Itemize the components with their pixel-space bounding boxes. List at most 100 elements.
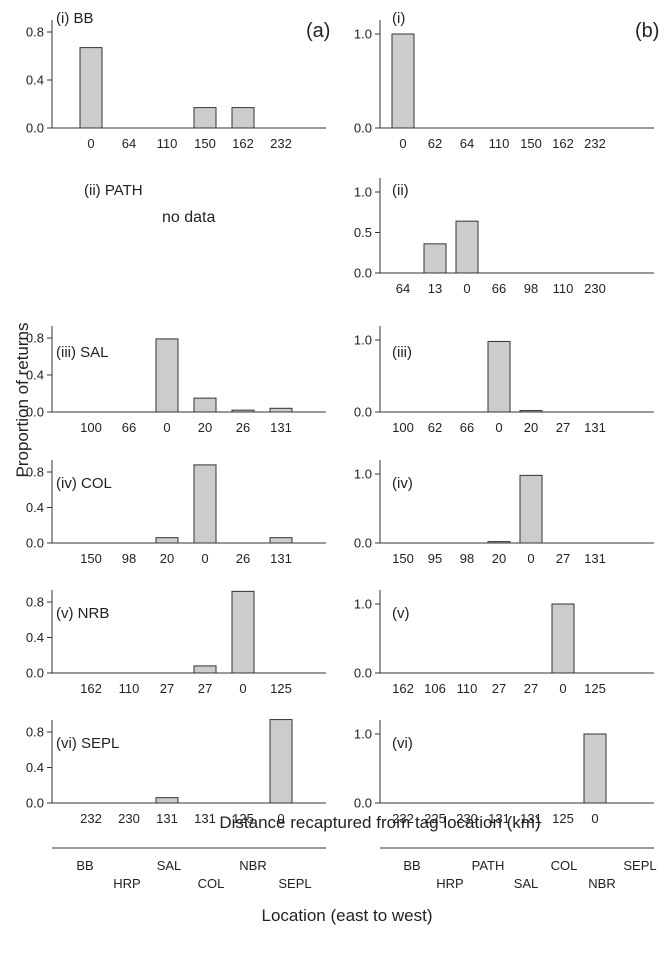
x-tick-label: 162 [392,681,414,696]
x-tick-label: 20 [524,420,538,435]
panel-title: (iv) COL [56,475,112,492]
x-tick-label: 27 [556,551,570,566]
location-label: SAL [157,858,182,873]
x-tick-label: 230 [584,281,606,296]
x-tick-label: 100 [80,420,102,435]
chart-panel-b-1: (i) 0.0 1.0 0 62 64 110 150 162 232 [354,10,654,151]
chart-panel-a-4: (iv) COL 0.0 0.4 0.8 150 98 20 0 26 131 [26,460,326,566]
x-tick-label: 0 [163,420,170,435]
panel-label-a: (a) [306,20,330,42]
x-tick-label: 232 [584,136,606,151]
panel-title: (iii) [392,344,412,361]
x-tick-label: 232 [392,811,414,826]
location-label: COL [551,858,578,873]
x-tick-label: 162 [232,136,254,151]
y-tick-label: 0.4 [26,760,44,775]
location-label: COL [198,876,225,891]
x-tick-label: 150 [194,136,216,151]
x-tick-label: 26 [236,420,250,435]
y-tick-label: 0.0 [354,796,372,811]
bar [487,340,511,413]
chart-panel-a-5: (v) NRB 0.0 0.4 0.8 162 110 27 27 0 125 [26,590,326,696]
y-tick-label: 0.0 [354,266,372,281]
chart-panel-b-4: (iv) 0.0 1.0 150 95 98 20 0 27 131 [354,460,654,566]
x-tick-label: 13 [428,281,442,296]
x-tick-label: 131 [156,811,178,826]
bar [519,410,543,413]
y-tick-label: 0.8 [26,595,44,610]
panel-title: (vi) [392,735,413,752]
x-tick-label: 225 [424,811,446,826]
y-tick-label: 0.8 [26,725,44,740]
y-tick-label: 1.0 [354,27,372,42]
chart-panel-a-6: (vi) SEPL 0.0 0.4 0.8 232 230 131 131 125 0 [26,719,326,826]
x-tick-label: 27 [198,681,212,696]
panel-title: (v) [392,605,410,622]
y-tick-label: 0.0 [26,405,44,420]
y-tick-label: 0.4 [26,630,44,645]
x-tick-label: 232 [270,136,292,151]
x-tick-label: 64 [396,281,410,296]
chart-panel-a-1: (i) BB 0.0 0.4 0.8 0 64 110 150 162 232 [26,10,326,151]
bar [551,603,575,674]
location-label: HRP [113,876,140,891]
location-label: SEPL [278,876,311,891]
x-tick-label: 0 [201,551,208,566]
x-tick-label: 131 [194,811,216,826]
location-axis-title: Location (east to west) [261,906,432,925]
bar [155,338,179,413]
x-tick-label: 64 [122,136,136,151]
panel-title: (vi) SEPL [56,735,119,752]
panel-title: (v) NRB [56,605,109,622]
x-tick-label: 125 [232,811,254,826]
x-tick-label: 26 [236,551,250,566]
panel-title: (iii) SAL [56,344,109,361]
x-tick-label: 62 [428,136,442,151]
chart-panel-b-3: (iii) 0.0 1.0 100 62 66 0 20 27 131 [354,326,654,435]
y-tick-label: 1.0 [354,727,372,742]
x-tick-label: 27 [556,420,570,435]
charts-group: (i) BB 0.0 0.4 0.8 0 64 110 150 162 232 (ii) PATH (… [26,10,654,826]
location-label: BB [76,858,93,873]
bar [269,407,293,413]
y-tick-label: 0.4 [26,73,44,88]
x-tick-label: 162 [552,136,574,151]
x-tick-label: 0 [87,136,94,151]
y-tick-label: 1.0 [354,467,372,482]
panel-title: (iv) [392,475,413,492]
bar [269,537,293,544]
bar [231,409,255,413]
chart-panel-b-6: (vi) 0.0 1.0 232 225 230 131 131 125 0 [354,720,654,826]
x-tick-label: 20 [198,420,212,435]
y-tick-label: 1.0 [354,597,372,612]
y-tick-label: 0.0 [354,405,372,420]
x-tick-label: 110 [119,681,140,696]
location-label: PATH [472,858,505,873]
x-tick-label: 0 [277,811,284,826]
x-tick-label: 0 [463,281,470,296]
bar [79,47,103,129]
bar [155,797,179,804]
y-tick-label: 0.8 [26,331,44,346]
chart-panel-b-2: (ii) 0.0 0.5 1.0 64 13 0 66 98 110 230 [354,178,654,296]
y-axis-title: Proportion of returns [13,323,32,478]
x-tick-label: 110 [489,136,510,151]
location-label: HRP [436,876,463,891]
x-tick-label: 131 [270,551,292,566]
x-tick-label: 230 [118,811,140,826]
x-tick-label: 150 [392,551,414,566]
x-tick-label: 27 [524,681,538,696]
y-tick-label: 0.0 [354,666,372,681]
y-tick-label: 0.8 [26,465,44,480]
x-tick-label: 230 [456,811,478,826]
x-tick-label: 66 [122,420,136,435]
panel-title: (ii) PATH [84,182,143,199]
chart-panel-b-5: (v) 0.0 1.0 162 106 110 27 27 0 125 [354,590,654,696]
x-tick-label: 0 [591,811,598,826]
x-tick-label: 131 [520,811,542,826]
bar [391,33,415,129]
y-tick-label: 0.4 [26,368,44,383]
bar [231,590,255,674]
no-data-text: no data [162,209,215,226]
panel-label-b: (b) [635,20,659,42]
